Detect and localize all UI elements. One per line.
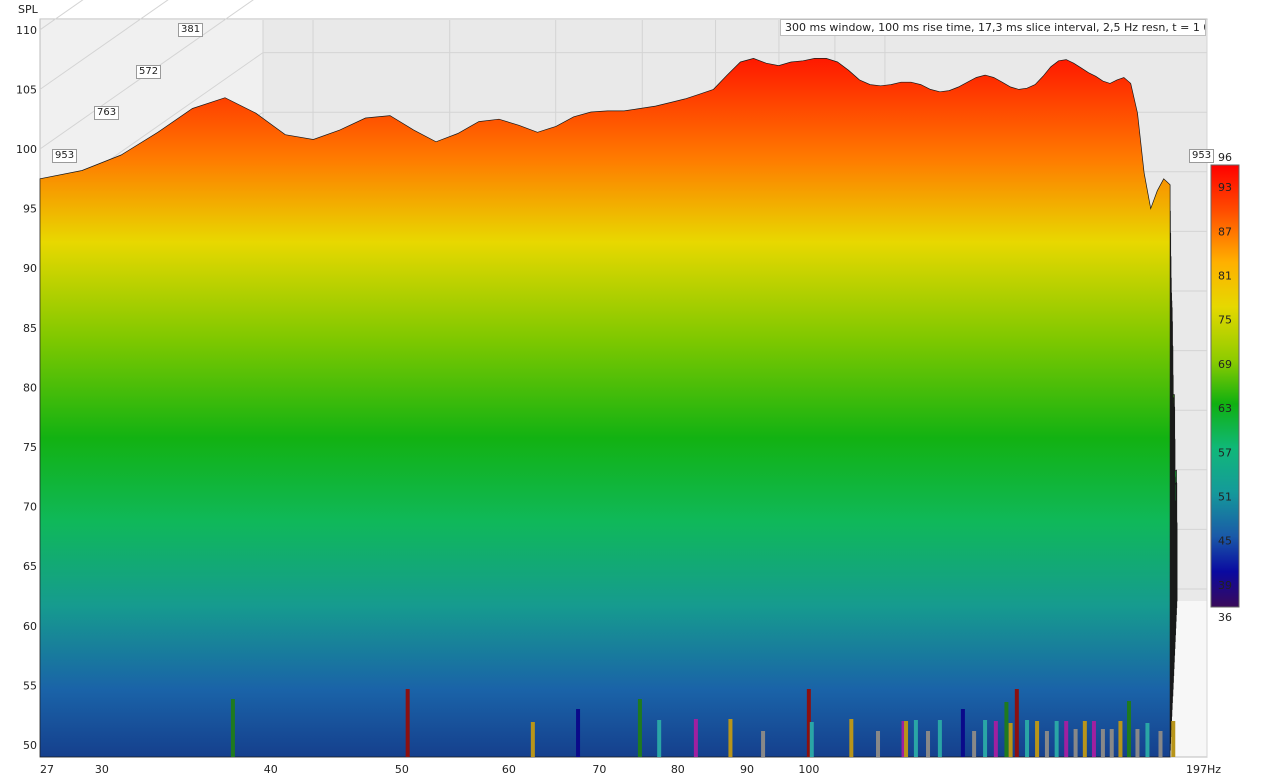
spike-marker [1118, 721, 1123, 757]
x-tick-label: 90 [740, 763, 754, 776]
spike-marker [1127, 701, 1132, 757]
spike-marker [1135, 729, 1140, 757]
spike-marker [405, 689, 410, 757]
spike-markers [230, 689, 1176, 757]
spike-marker [913, 720, 918, 757]
color-bar-label: 39 [1218, 579, 1232, 592]
color-bar-label: 45 [1218, 535, 1232, 548]
color-bar-label: 87 [1218, 225, 1232, 238]
spike-marker [937, 720, 942, 757]
x-tick-label: 40 [264, 763, 278, 776]
color-bar-label: 57 [1218, 446, 1232, 459]
y-tick-label: 70 [23, 501, 37, 514]
spike-marker [1100, 729, 1105, 757]
color-bar-scale [1210, 164, 1240, 608]
x-tick-label: 70 [592, 763, 606, 776]
y-tick-label: 50 [23, 739, 37, 752]
time-tag: 763 [94, 106, 120, 120]
color-bar-label: 96 [1218, 151, 1232, 164]
x-tick-label: 60 [502, 763, 516, 776]
y-tick-label: 75 [23, 441, 37, 454]
spike-marker [1171, 721, 1176, 757]
spike-marker [1035, 721, 1040, 757]
color-bar-label: 51 [1218, 491, 1232, 504]
spike-marker [1014, 689, 1019, 757]
y-tick-label: 60 [23, 620, 37, 633]
color-bar-label: 75 [1218, 314, 1232, 327]
waterfall-slices [39, 58, 1178, 758]
y-tick-label: 80 [23, 381, 37, 394]
color-bar-label: 63 [1218, 402, 1232, 415]
y-tick-label: 110 [16, 24, 37, 37]
time-tag: 381 [178, 23, 204, 37]
y-tick-label: 95 [23, 203, 37, 216]
spike-marker [849, 719, 854, 757]
x-tick-label: 100 [798, 763, 819, 776]
spike-marker [1158, 731, 1163, 757]
spike-marker [728, 719, 733, 757]
y-axis: 110 105 100 95 90 85 80 75 70 65 60 55 50 [16, 24, 37, 752]
spike-marker [901, 721, 906, 757]
x-tick-label: 197 [1186, 763, 1207, 776]
analysis-settings-text: 300 ms window, 100 ms rise time, 17,3 ms… [780, 19, 1206, 36]
x-tick-label: 27 [40, 763, 54, 776]
x-axis: 27 30 40 50 60 70 80 90 100 197 [40, 763, 1207, 776]
spike-marker [530, 722, 535, 757]
y-tick-label: 90 [23, 262, 37, 275]
spike-marker [693, 719, 698, 757]
spike-marker [1044, 731, 1049, 757]
time-tag: 953 [52, 149, 78, 163]
spike-marker [230, 699, 235, 757]
y-tick-label: 100 [16, 143, 37, 156]
x-tick-label: 30 [95, 763, 109, 776]
grid-line [39, 0, 169, 90]
spike-marker [1008, 723, 1013, 757]
spike-marker [1073, 729, 1078, 757]
time-tag: 953 [1189, 149, 1215, 163]
y-tick-label: 85 [23, 322, 37, 335]
color-bar-label: 93 [1218, 181, 1232, 194]
spike-marker [993, 721, 998, 757]
spike-marker [926, 731, 931, 757]
color-bar-label: 36 [1218, 611, 1232, 624]
y-axis-title: SPL [18, 3, 39, 16]
color-bar: 96 93 87 81 75 69 63 57 51 45 39 36 [1210, 151, 1240, 624]
spike-marker [761, 731, 766, 757]
spike-marker [576, 709, 581, 757]
y-tick-label: 65 [23, 560, 37, 573]
spike-marker [806, 689, 811, 757]
spike-marker [972, 731, 977, 757]
spike-marker [983, 720, 988, 757]
y-tick-label: 105 [16, 83, 37, 96]
spike-marker [1109, 729, 1114, 757]
spike-marker [657, 720, 662, 757]
spike-marker [1004, 702, 1009, 757]
time-tag: 572 [136, 65, 162, 79]
x-tick-label: 50 [395, 763, 409, 776]
x-tick-label: 80 [671, 763, 685, 776]
spike-marker [809, 722, 814, 757]
spike-marker [1082, 721, 1087, 757]
spike-marker [876, 731, 881, 757]
spike-marker [960, 709, 965, 757]
spike-marker [1091, 721, 1096, 757]
y-tick-label: 55 [23, 679, 37, 692]
spike-marker [1064, 721, 1069, 757]
spike-marker [1145, 723, 1150, 757]
x-axis-unit: Hz [1207, 763, 1221, 776]
color-bar-label: 81 [1218, 270, 1232, 283]
spike-marker [1025, 720, 1030, 757]
color-bar-label: 69 [1218, 358, 1232, 371]
spike-marker [1054, 721, 1059, 757]
grid-line [39, 0, 84, 31]
waterfall-slice [39, 58, 1171, 758]
spike-marker [637, 699, 642, 757]
spike-marker [904, 721, 909, 757]
